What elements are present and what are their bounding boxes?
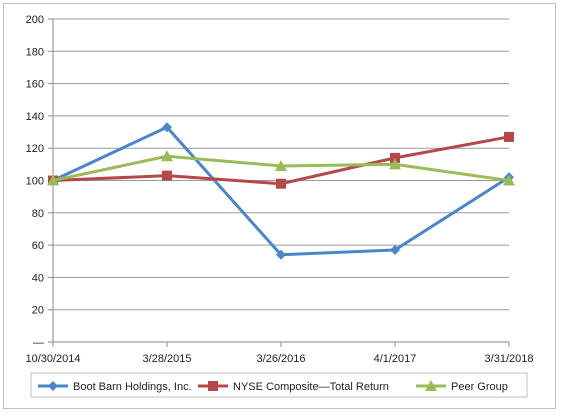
legend-label: NYSE Composite—Total Return [233,381,389,393]
data-point [276,178,286,189]
x-tick-label: 3/28/2015 [143,353,192,365]
y-tick-label: 60 [32,240,44,252]
legend-marker [208,381,218,391]
x-tick-label: 3/26/2016 [257,353,306,365]
series-1 [48,122,514,260]
data-point [504,131,514,142]
series-line [52,125,510,257]
legend-item-2: NYSE Composite—Total Return [198,381,389,393]
y-tick-label: 20 [32,305,44,317]
data-point [276,249,286,260]
data-point [161,150,173,162]
data-point [503,174,515,186]
y-tick-label: 100 [26,176,44,188]
legend-item-1: Boot Barn Holdings, Inc. [38,381,192,393]
data-point [275,159,287,171]
y-tick-label: 80 [32,208,44,220]
y-tick-label: 120 [26,143,44,155]
data-point [162,170,172,181]
y-tick-label: 180 [26,46,44,58]
legend: Boot Barn Holdings, Inc. NYSE Composite—T… [30,372,528,398]
legend-label: Boot Barn Holdings, Inc. [73,381,192,393]
legend-marker [425,380,437,391]
data-point [47,174,59,186]
y-tick-label: 140 [26,111,44,123]
data-point [162,122,172,133]
legend-item-3: Peer Group [416,380,508,393]
data-point [389,158,401,170]
axes: — 20 40 60 80 100 120 140 160 180 200 10/30/2014 3/2… [25,14,533,365]
y-tick-label: 160 [26,79,44,91]
data-point [390,244,400,255]
x-tick-label: 4/1/2017 [374,353,417,365]
series [47,122,515,260]
series-3 [47,150,515,186]
legend-label: Peer Group [451,381,508,393]
x-tick-label: 3/31/2018 [485,353,534,365]
y-tick-label: — [33,337,44,349]
grid [53,18,509,311]
y-tick-label: 200 [26,14,44,26]
y-tick-label: 40 [32,272,44,284]
legend-marker [48,381,58,391]
x-tick-label: 10/30/2014 [25,353,80,365]
data-point [390,152,400,163]
